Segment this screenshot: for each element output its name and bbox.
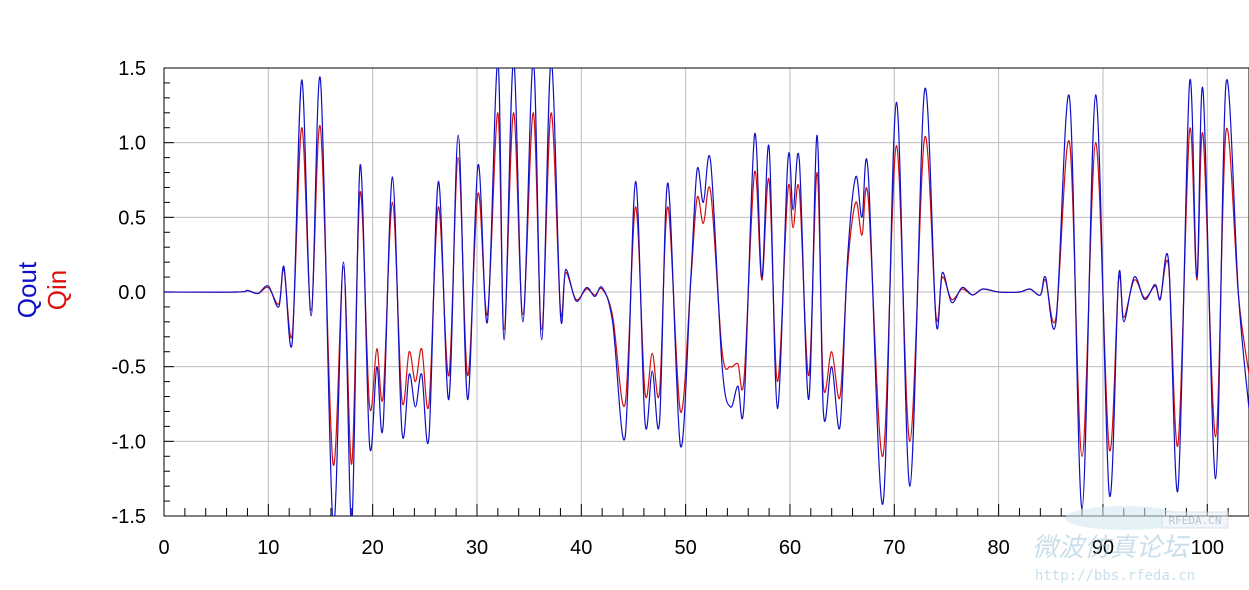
x-tick-label: 40 — [570, 537, 592, 559]
y-axis-label-qin: Qin — [42, 270, 72, 310]
x-tick-label: 50 — [675, 537, 697, 559]
x-tick-label: 90 — [1092, 537, 1114, 559]
x-tick-label: 60 — [779, 537, 801, 559]
x-tick-label: 100 — [1191, 537, 1224, 559]
watermark-badge-text: RFEDA.CN — [1169, 514, 1222, 527]
y-tick-labels: 1.5 1.0 0.5 0.0 -0.5 -1.0 -1.5 — [112, 58, 146, 528]
y-tick-label: -1.5 — [112, 506, 146, 528]
y-tick-label: 0.0 — [118, 282, 146, 304]
watermark-swoosh — [1065, 506, 1185, 530]
x-tick-label: 70 — [883, 537, 905, 559]
x-tick-labels: 0 10 20 30 40 50 60 70 80 90 100 — [158, 537, 1224, 559]
series-line-qin — [164, 112, 1249, 466]
x-tick-label: 10 — [257, 537, 279, 559]
watermark-badge — [1161, 511, 1229, 529]
watermark-url: http://bbs.rfeda.cn — [1035, 568, 1195, 584]
x-tick-label: 0 — [158, 537, 169, 559]
watermark: RFEDA.CN 微波仿真论坛 http://bbs.rfeda.cn — [1032, 506, 1229, 584]
series-line-qout — [164, 68, 1249, 516]
minor-ticks — [163, 67, 1249, 517]
x-tick-label: 20 — [362, 537, 384, 559]
y-axis-label-qout: Qout — [12, 261, 42, 318]
y-tick-label: 1.0 — [118, 133, 146, 155]
y-axis-labels: Qout Qin — [12, 261, 72, 318]
series-group — [164, 68, 1249, 516]
y-tick-label: -1.0 — [112, 431, 146, 453]
y-tick-label: 0.5 — [118, 207, 146, 229]
x-tick-label: 80 — [987, 537, 1009, 559]
watermark-title: 微波仿真论坛 — [1032, 533, 1191, 563]
x-tick-label: 30 — [466, 537, 488, 559]
y-tick-label: 1.5 — [118, 58, 146, 80]
y-tick-label: -0.5 — [112, 357, 146, 379]
